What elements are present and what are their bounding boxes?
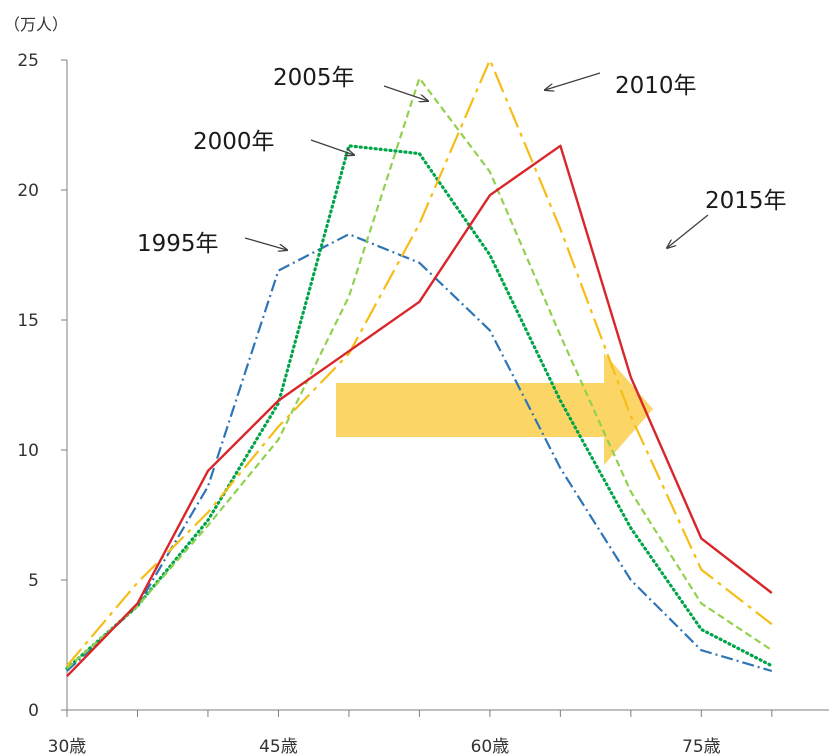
series-line-2010 <box>66 58 773 667</box>
annotation-label-2015: 2015年 <box>705 188 787 214</box>
series-lines <box>65 58 774 678</box>
annotation-2010: 2010年 <box>545 72 697 99</box>
x-tick-label: 30歳 <box>48 737 87 756</box>
x-tick-label: 60歳 <box>471 737 510 756</box>
y-tick-label: 20 <box>17 181 39 201</box>
annotation-label-2000: 2000年 <box>193 129 275 155</box>
series-line-2000 <box>65 144 774 671</box>
shift-arrow <box>336 353 653 465</box>
annotation-2005: 2005年 <box>273 65 428 101</box>
x-tick-label: 75歳 <box>682 737 721 756</box>
annotation-label-2010: 2010年 <box>615 73 697 99</box>
annotation-label-2005: 2005年 <box>273 65 355 91</box>
annotation-arrow-2005 <box>383 85 428 101</box>
series-line-2005 <box>66 77 773 670</box>
x-tick-label: 45歳 <box>259 737 298 756</box>
annotation-2000: 2000年 <box>193 129 354 155</box>
annotation-label-1995: 1995年 <box>137 231 219 257</box>
annotation-arrow-2000 <box>310 139 354 155</box>
y-unit-label: （万人） <box>4 15 68 34</box>
series-line-2015 <box>66 144 773 678</box>
annotation-2015: 2015年 <box>667 188 787 248</box>
y-tick-label: 15 <box>17 311 39 331</box>
annotation-arrow-1995 <box>244 237 287 250</box>
axes <box>61 59 829 717</box>
annotation-arrow-2015 <box>667 214 709 248</box>
y-tick-label: 10 <box>17 441 39 461</box>
y-tick-label: 5 <box>28 571 39 591</box>
annotation-1995: 1995年 <box>137 231 287 257</box>
y-tick-label: 25 <box>17 51 39 71</box>
y-tick-label: 0 <box>28 701 39 721</box>
annotation-arrow-2010 <box>545 72 601 90</box>
series-line-1995 <box>66 233 773 673</box>
shift-arrow-shape <box>336 353 653 465</box>
tick-labels: 0 5 10 15 20 25 30歳 45歳 60歳 75歳 <box>17 51 720 756</box>
